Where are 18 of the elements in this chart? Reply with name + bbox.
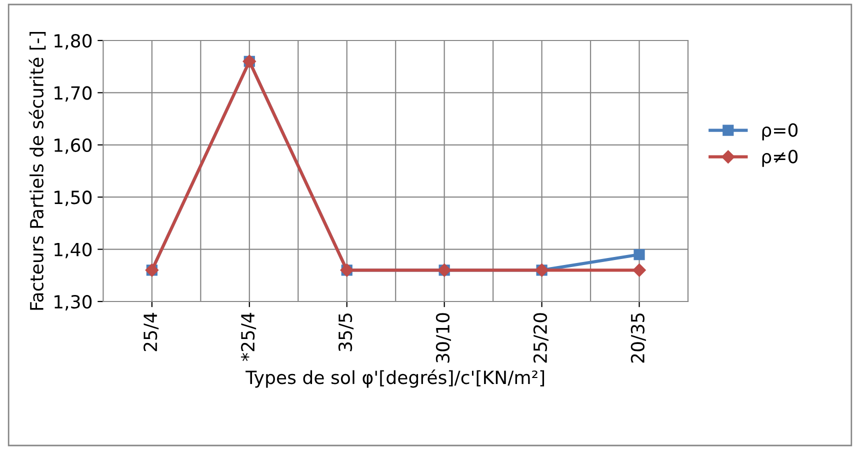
y-axis-title: Facteurs Partiels de sécurité [-] <box>28 32 46 310</box>
x-tick-label: 30/10 <box>436 313 451 363</box>
legend-label: ρ=0 <box>762 123 798 140</box>
x-axis-title: Types de sol φ'[degrés]/c'[KN/m²] <box>246 370 544 388</box>
y-tick-label: 1,30 <box>54 294 92 310</box>
y-tick-label: 1,40 <box>54 242 92 258</box>
x-tick-label: 25/20 <box>533 313 548 363</box>
y-tick-label: 1,50 <box>54 190 92 206</box>
x-tick-label: 25/4 <box>144 312 159 352</box>
point <box>632 264 646 277</box>
y-tick-label: 1,70 <box>54 86 92 102</box>
x-tick-label: *25/4 <box>240 312 256 361</box>
x-tick-label: 20/35 <box>630 313 646 363</box>
legend-label: ρ≠0 <box>762 150 798 167</box>
point <box>634 248 645 260</box>
y-tick-label: 1,80 <box>54 34 92 50</box>
x-tick-label: 35/5 <box>338 313 354 352</box>
y-tick-label: 1,60 <box>54 138 92 154</box>
